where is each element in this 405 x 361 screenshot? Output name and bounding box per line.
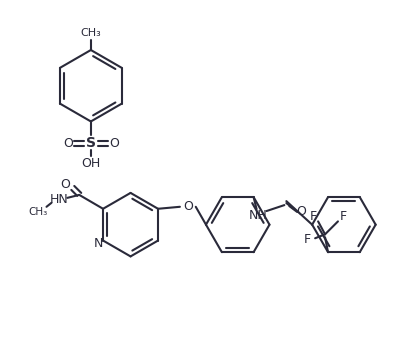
Text: NH: NH	[249, 209, 267, 222]
Text: F: F	[339, 210, 345, 223]
Text: OH: OH	[81, 157, 100, 170]
Text: S: S	[86, 136, 96, 150]
Text: F: F	[303, 233, 310, 246]
Text: O: O	[60, 178, 70, 191]
Text: O: O	[63, 137, 73, 150]
Text: F: F	[309, 210, 316, 223]
Text: O: O	[109, 137, 118, 150]
Text: O: O	[182, 200, 192, 213]
Text: CH₃: CH₃	[80, 28, 101, 38]
Text: HN: HN	[50, 193, 68, 206]
Text: CH₃: CH₃	[28, 207, 47, 217]
Text: O: O	[296, 205, 305, 218]
Text: N: N	[93, 237, 102, 250]
